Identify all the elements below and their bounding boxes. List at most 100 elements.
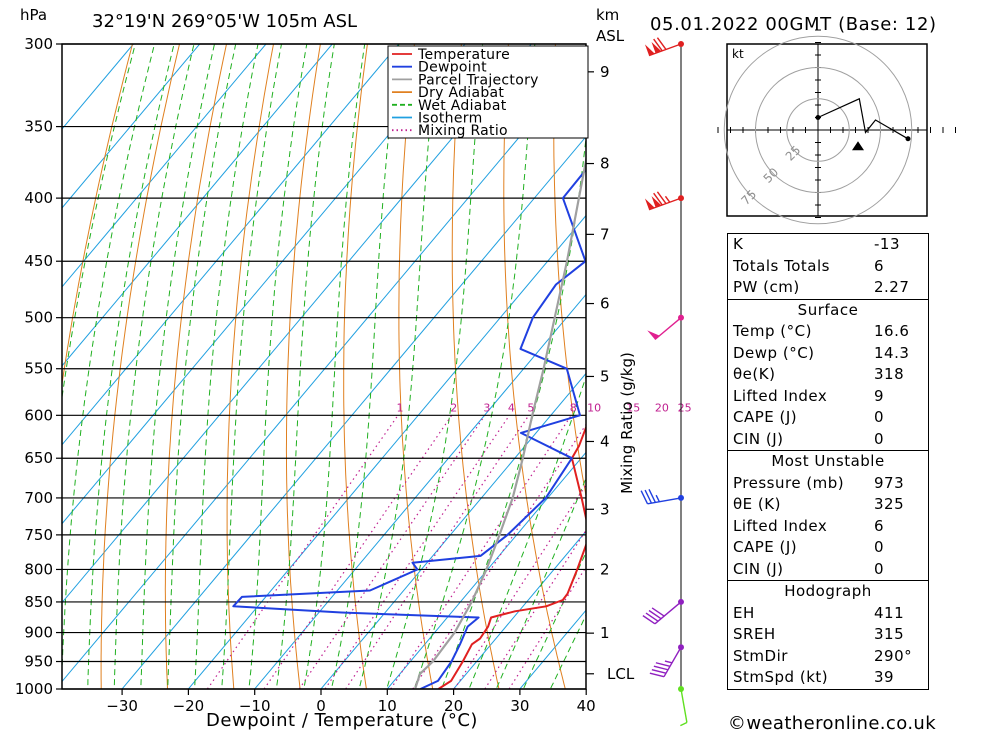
index-row: CIN (J) 0	[728, 429, 928, 451]
height-tick-label: 2	[600, 560, 610, 578]
most-unstable-header: Most Unstable	[771, 452, 885, 470]
index-value: 9	[874, 386, 885, 405]
index-label: Lifted Index	[733, 386, 828, 405]
pressure-axis-labels: 300 350 400 450 500 550 600 650 700 750 800 850 900 9…	[15, 35, 53, 698]
index-label: θe(K)	[733, 365, 776, 383]
credit-text: ©weatheronline.co.uk	[728, 713, 936, 733]
location-title: 32°19'N 269°05'W 105m ASL	[92, 11, 357, 32]
wind-barb	[647, 314, 684, 341]
index-value: 0	[874, 559, 885, 578]
pressure-tick-label: 300	[24, 35, 53, 53]
mixing-ratio-tick-label: 25	[678, 401, 692, 414]
pressure-tick-label: 800	[24, 560, 53, 578]
pressure-unit-label: hPa	[20, 6, 47, 24]
pressure-tick-label: 1000	[15, 680, 53, 698]
index-row: CIN (J) 0	[728, 559, 928, 581]
x-axis-label: Dewpoint / Temperature (°C)	[206, 710, 478, 731]
index-value: 6	[874, 516, 885, 535]
x-tick-label: −20	[173, 697, 205, 715]
height-tick-label: 5	[600, 367, 610, 385]
height-tick-label: 9	[600, 63, 610, 81]
index-value: 0	[874, 538, 885, 556]
mixing-ratio-tick-label: 20	[655, 401, 669, 414]
index-row: SREH 315	[728, 624, 928, 646]
pressure-tick-label: 500	[24, 309, 53, 327]
index-value: 14.3	[874, 343, 910, 362]
wind-barb	[644, 37, 684, 57]
mixing-ratio-tick-label: 2	[450, 401, 457, 414]
mixing-ratio-tick-label: 5	[527, 401, 534, 414]
index-value: 325	[874, 495, 905, 513]
wind-barb	[649, 644, 684, 678]
x-tick-label: 40	[577, 697, 596, 715]
plot-frame	[61, 43, 587, 690]
pressure-tick-label: 350	[24, 118, 53, 136]
mixing-ratio-tick-label: 8	[570, 401, 577, 414]
pressure-tick-label: 850	[24, 593, 53, 611]
surface-header: Surface	[797, 300, 859, 319]
index-row: PW (cm) 2.27	[728, 277, 928, 299]
index-label: CIN (J)	[733, 429, 784, 448]
legend-entry: Isotherm	[418, 111, 483, 127]
height-axis: 9 8 7 6 5 4 3 2 1 LCL	[586, 63, 635, 683]
index-label: Totals Totals	[733, 256, 830, 275]
pressure-tick-label: 900	[24, 624, 53, 642]
legend-entry: Mixing Ratio	[418, 123, 508, 139]
legend-entry: Dewpoint	[418, 60, 487, 76]
plot-grid	[62, 44, 586, 689]
index-label: StmSpd (kt)	[733, 668, 829, 686]
index-label: CAPE (J)	[733, 408, 798, 426]
pressure-tick-label: 650	[24, 449, 53, 467]
series-parcel-trajectory	[414, 154, 586, 689]
height-tick-label: 3	[600, 500, 610, 518]
index-label: Temp (°C)	[733, 322, 812, 340]
x-tick-label: −10	[239, 697, 271, 715]
index-value: 2.27	[874, 278, 910, 296]
mixing-ratio-tick-label: 10	[587, 401, 601, 414]
x-tick-label: 0	[316, 697, 326, 715]
height-tick-label: 7	[600, 225, 610, 243]
wind-barb	[644, 191, 684, 211]
wind-barb	[640, 489, 684, 505]
wind-barb	[642, 598, 684, 625]
index-label: CIN (J)	[733, 559, 784, 578]
index-row: θe(K) 318	[728, 364, 928, 386]
index-value: 16.6	[874, 322, 910, 340]
index-label: θE (K)	[733, 495, 781, 513]
pressure-tick-label: 400	[24, 189, 53, 207]
index-row: StmDir 290°	[728, 646, 928, 668]
index-row: Lifted Index 6	[728, 516, 928, 538]
x-tick-label: −30	[106, 697, 138, 715]
index-row: Totals Totals 6	[728, 256, 928, 278]
height-unit-km: km	[596, 6, 619, 24]
wind-barb	[678, 686, 688, 727]
wind-barb-column	[640, 37, 688, 727]
index-label: SREH	[733, 625, 776, 643]
series-dewpoint	[232, 168, 586, 689]
mixing-ratio-axis-label: Mixing Ratio (g/kg)	[618, 352, 636, 494]
index-value: 0	[874, 408, 885, 426]
index-value: 318	[874, 365, 905, 383]
index-label: PW (cm)	[733, 278, 800, 296]
datetime-title: 05.01.2022 00GMT (Base: 12)	[650, 14, 937, 35]
index-label: CAPE (J)	[733, 538, 798, 556]
index-label: K	[733, 235, 744, 253]
mixing-ratio-tick-label: 1	[397, 401, 404, 414]
hodograph-unit: kt	[732, 47, 744, 61]
index-label: StmDir	[733, 646, 788, 665]
storm-motion-marker	[852, 141, 864, 151]
x-tick-label: 10	[378, 697, 397, 715]
pressure-tick-label: 700	[24, 489, 53, 507]
index-value: 411	[874, 603, 905, 622]
mixing-ratio-tick-label: 3	[483, 401, 490, 414]
x-tick-label: 20	[444, 697, 463, 715]
hodograph-header: Hodograph	[784, 582, 872, 600]
height-tick-label: 6	[600, 295, 610, 313]
index-row: EH 411	[728, 603, 928, 625]
legend-entry: Dry Adiabat	[418, 85, 504, 101]
height-tick-label: 1	[600, 624, 610, 642]
index-label: Dewp (°C)	[733, 343, 815, 362]
